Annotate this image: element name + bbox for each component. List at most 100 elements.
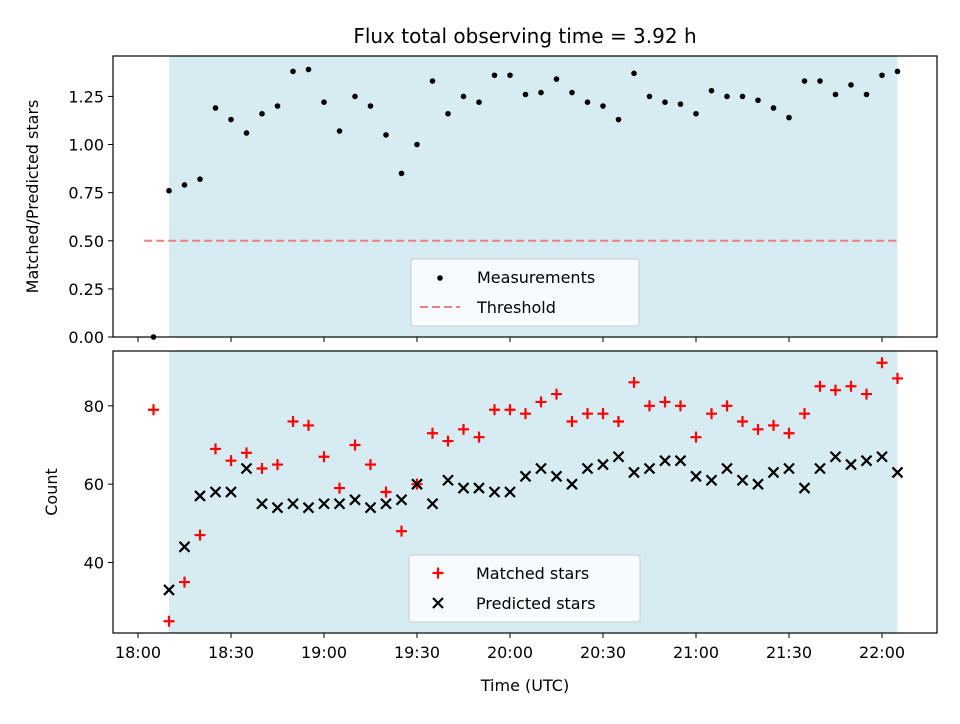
legend-threshold-label: Threshold [476,298,556,317]
measurement-point [383,132,389,138]
measurement-point [786,114,792,121]
matched-star-point [504,404,516,416]
measurement-point [491,72,498,79]
measurement-point [646,93,653,100]
top-y-tick-label: 0.50 [68,232,104,251]
matched-star-point [163,615,175,627]
matched-star-point [458,423,469,435]
predicted-star-point [473,482,485,494]
measurement-point [259,110,265,117]
matched-star-point [613,416,624,427]
measurement-point [863,91,870,98]
bottom-y-axis: 40 60 80 [84,397,113,573]
matched-star-point [225,455,237,467]
measurement-point [522,91,529,98]
matched-star-point [644,400,655,412]
bottom-legend: Matched stars Predicted stars [408,554,641,623]
predicted-star-point [891,466,904,479]
measurement-point [445,110,451,117]
measurement-series [150,66,901,340]
legend-matched-label: Matched stars [476,564,589,583]
measurement-point [569,89,575,96]
matched-star-point [768,419,779,431]
matched-star-point [628,376,640,388]
measurement-point [243,130,250,136]
matched-star-point [535,396,547,408]
top-y-axis: 0.00 0.25 0.50 0.75 1.00 1.25 [68,87,113,347]
bottom-panel: 40 60 80 18:00 18:30 19:00 19:30 20:00 20:30 21:… [42,350,938,695]
top-y-tick-label: 0.25 [68,280,104,299]
top-legend: Measurements Threshold [410,258,640,327]
matched-star-point [303,419,314,431]
measurement-point [770,105,777,111]
predicted-star-point [395,494,408,506]
measurement-point [398,170,405,177]
top-legend-box [410,258,640,327]
measurement-point [305,66,312,73]
measurement-point [290,68,296,75]
top-x-axis [137,337,883,342]
measurement-point [336,128,343,134]
x-axis-label: Time (UTC) [480,676,569,695]
matched-star-point [582,408,593,420]
measurement-point [181,182,188,188]
x-tick-label: 18:00 [115,643,161,662]
predicted-star-point [240,462,253,475]
x-tick-label: 21:00 [673,643,719,662]
predicted-star-point [411,478,423,490]
predicted-star-point [318,497,330,510]
matched-star-point [551,388,562,400]
matched-star-point [752,423,764,435]
bottom-plot-frame [112,350,938,634]
x-tick-label: 20:00 [487,643,533,662]
top-y-tick-label: 1.25 [68,87,104,106]
matched-star-point [256,463,268,474]
matched-star-point [876,357,888,369]
matched-star-point [799,408,810,420]
predicted-star-point [783,462,795,475]
predicted-star-point [690,470,702,483]
x-tick-label: 21:30 [766,643,812,662]
predicted-star-point [612,450,625,463]
matched-star-point [210,443,221,455]
measurement-point [228,116,234,123]
matched-star-point [380,486,392,498]
predicted-star-point [581,462,594,475]
predicted-star-point [287,497,299,510]
measurement-point [662,99,668,105]
matched-star-point [675,400,686,412]
x-tick-label: 22:00 [859,643,905,662]
predicted-star-point [814,462,826,475]
predicted-star-point [674,454,687,467]
legend-matched-marker [432,567,444,579]
chart-title: Flux total observing time = 3.92 h [353,24,696,48]
matched-star-point [520,408,531,420]
measurement-point [584,99,591,105]
bottom-y-axis-label: Count [42,468,61,516]
matched-star-point [659,396,671,408]
measurement-point [166,187,172,194]
top-plot-frame [112,55,938,338]
measurement-point [553,76,560,82]
predicted-star-point [380,497,392,510]
bottom-y-tick-label: 40 [84,554,104,573]
predicted-star-point [566,478,578,490]
matched-star-point [861,388,872,400]
measurement-point [848,82,854,88]
predicted-star-point [829,450,842,463]
matched-star-point [241,447,252,459]
measurement-point [429,78,436,84]
bottom-y-tick-label: 60 [84,475,104,494]
matched-star-point [272,459,283,471]
measurement-point [739,93,746,100]
predicted-stars-series [163,450,904,596]
measurement-point [879,72,885,79]
measurement-point [274,103,281,109]
measurement-point [677,101,684,107]
bottom-legend-box [408,554,641,623]
matched-star-point [148,404,159,416]
measurement-point [801,78,808,84]
matched-star-point [566,416,578,427]
matched-star-point [737,416,748,427]
